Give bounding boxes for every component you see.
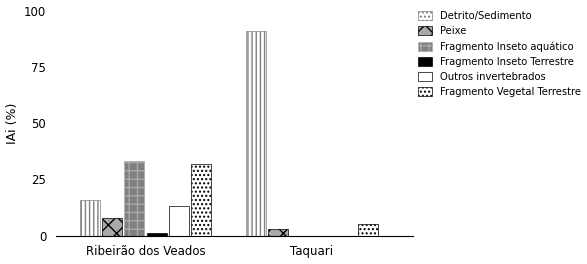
Bar bbox=[169, 206, 189, 236]
Bar bbox=[102, 218, 122, 236]
Bar bbox=[268, 229, 288, 236]
Bar bbox=[124, 161, 144, 236]
Bar bbox=[191, 164, 211, 236]
Bar bbox=[357, 224, 378, 236]
Bar bbox=[79, 200, 100, 236]
Bar bbox=[246, 31, 266, 236]
Y-axis label: IAi (%): IAi (%) bbox=[5, 102, 19, 144]
Bar bbox=[147, 233, 167, 236]
Legend: Detrito/Sedimento, Peixe, Fragmento Inseto aquático, Fragmento Inseto Terrestre,: Detrito/Sedimento, Peixe, Fragmento Inse… bbox=[419, 11, 582, 97]
